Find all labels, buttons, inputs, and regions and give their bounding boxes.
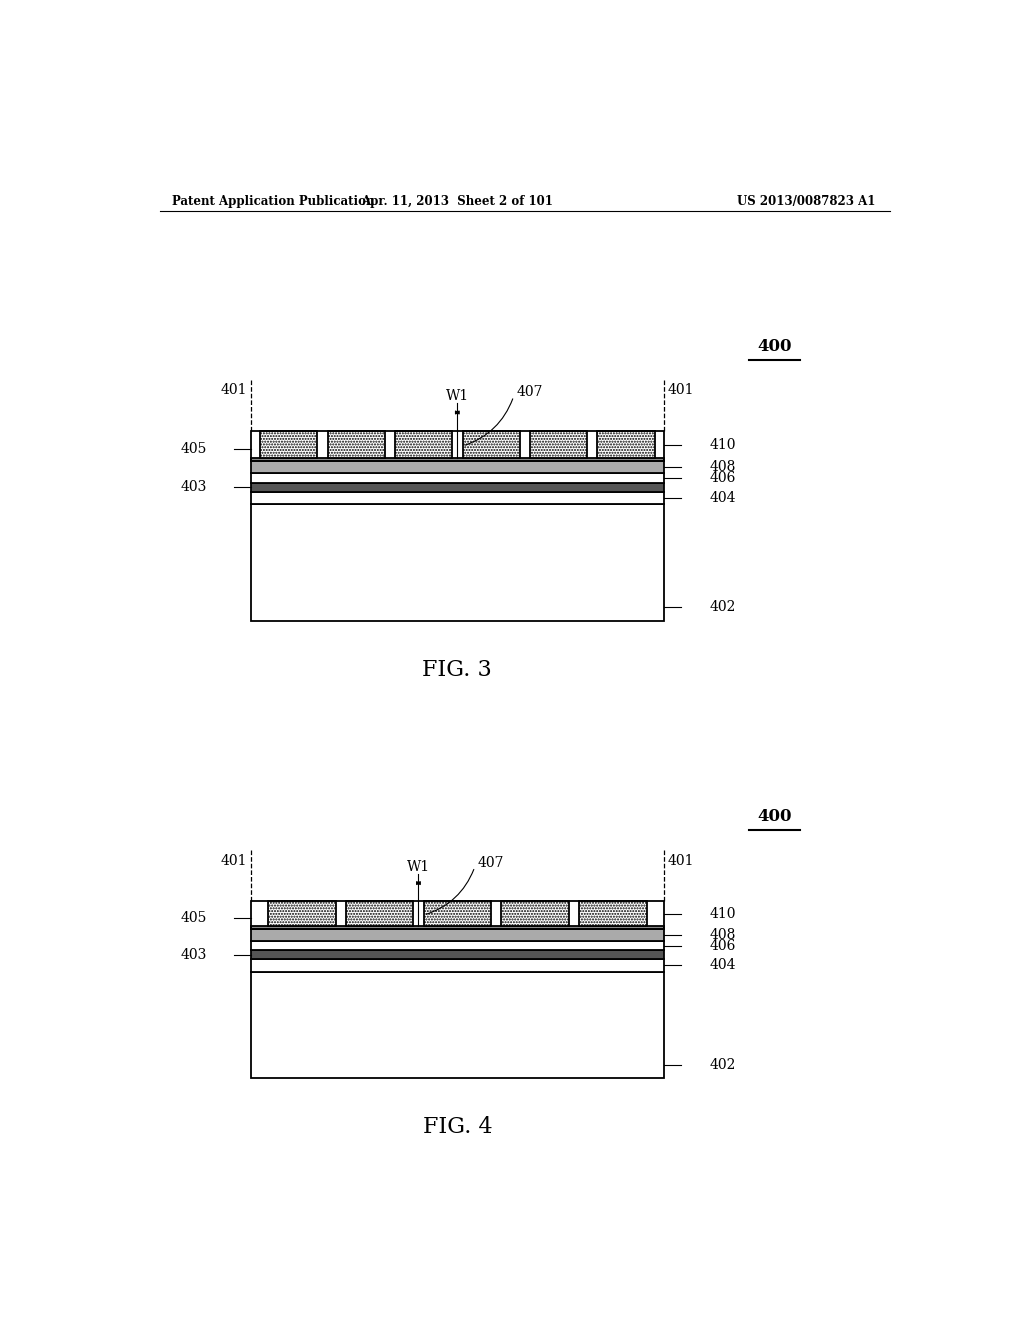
Text: Apr. 11, 2013  Sheet 2 of 101: Apr. 11, 2013 Sheet 2 of 101 [361,194,553,207]
Text: 404: 404 [710,491,736,504]
Text: 403: 403 [181,948,207,962]
Text: US 2013/0087823 A1: US 2013/0087823 A1 [737,194,876,207]
Text: 402: 402 [710,599,736,614]
Bar [251,492,664,504]
Text: 408: 408 [710,461,736,474]
Text: 406: 406 [710,939,736,953]
Bar [251,474,664,483]
Bar [251,902,664,929]
Bar [251,458,664,461]
Text: 400: 400 [758,808,792,825]
Text: FIG. 4: FIG. 4 [423,1115,493,1138]
Text: 401: 401 [220,854,247,867]
Text: 405: 405 [181,442,207,457]
Bar [268,902,336,925]
Text: 401: 401 [668,854,694,867]
Bar [463,430,519,458]
Bar [251,504,664,620]
Bar [251,430,664,461]
Text: FIG. 3: FIG. 3 [423,659,493,681]
Text: 400: 400 [758,338,792,355]
Bar [597,430,654,458]
Bar [502,902,569,925]
Text: 405: 405 [181,911,207,925]
Text: 401: 401 [668,383,694,397]
Text: W1: W1 [445,389,469,404]
Bar [580,902,646,925]
Text: 406: 406 [710,471,736,484]
Text: 402: 402 [710,1059,736,1072]
Bar [251,483,664,492]
Bar [251,950,664,960]
Bar [251,461,664,474]
Text: Patent Application Publication: Patent Application Publication [172,194,374,207]
Bar [395,430,453,458]
Text: 408: 408 [710,928,736,942]
Bar [328,430,385,458]
Text: 404: 404 [710,958,736,973]
Bar [251,972,664,1078]
Bar [424,902,492,925]
Bar [530,430,587,458]
Text: 403: 403 [181,480,207,494]
Text: 401: 401 [220,383,247,397]
Bar [251,941,664,950]
Text: 410: 410 [710,907,736,921]
Text: W1: W1 [407,859,430,874]
Bar [251,960,664,972]
Text: 407: 407 [478,855,505,870]
Text: 407: 407 [517,385,544,399]
Text: 410: 410 [710,437,736,451]
Bar [346,902,414,925]
Bar [260,430,317,458]
Bar [251,925,664,929]
Bar [251,929,664,941]
